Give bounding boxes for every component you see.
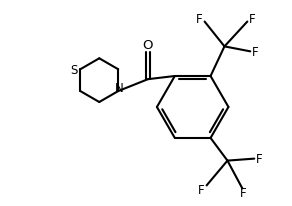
- Text: N: N: [115, 81, 124, 94]
- Text: F: F: [256, 152, 263, 165]
- Text: S: S: [71, 63, 78, 76]
- Text: F: F: [249, 13, 256, 26]
- Text: O: O: [143, 39, 153, 52]
- Text: F: F: [252, 46, 259, 59]
- Text: F: F: [240, 186, 247, 199]
- Text: F: F: [196, 13, 203, 26]
- Text: F: F: [198, 183, 205, 196]
